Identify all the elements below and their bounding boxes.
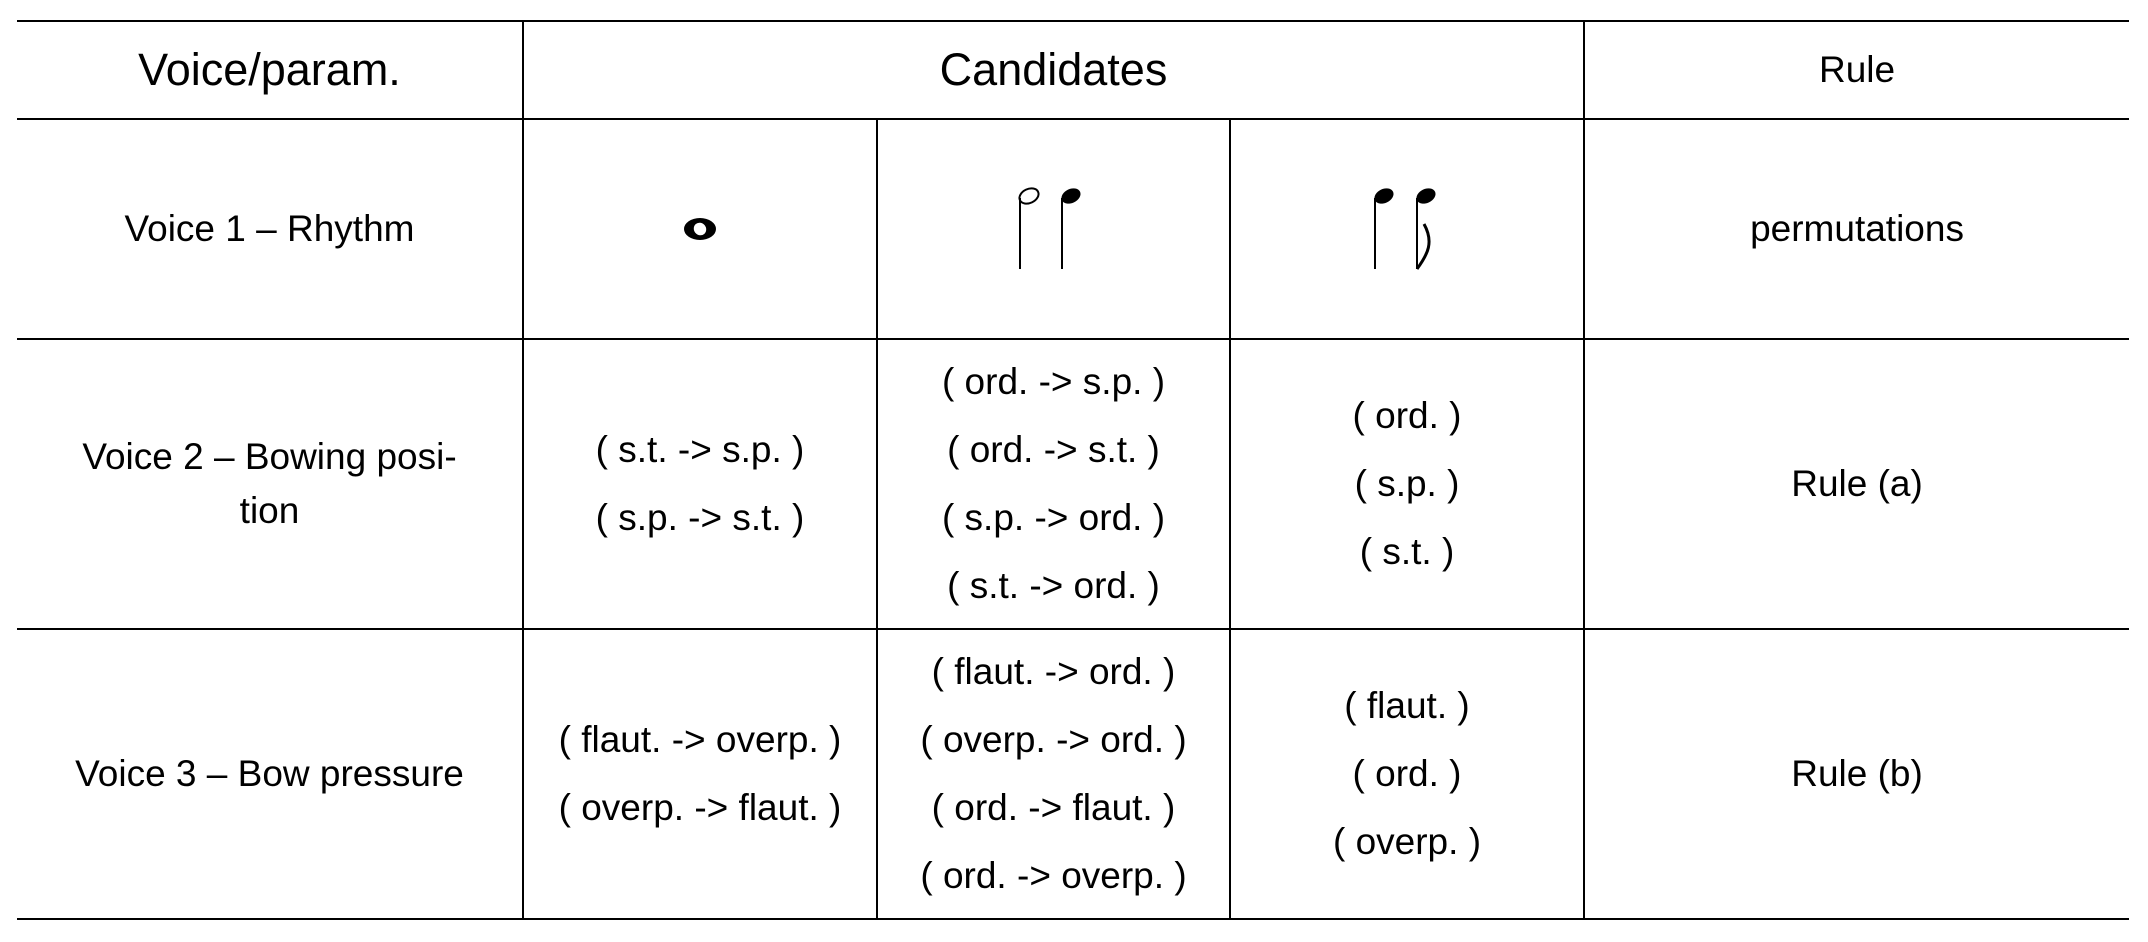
candidate-option: ( overp. -> flaut. ) — [558, 787, 842, 828]
rule-cell: Rule (a) — [1583, 338, 2130, 630]
table-row: Voice 1 – Rhythm permutat — [17, 118, 2130, 340]
candidate-option: ( ord. -> s.p. ) — [941, 361, 1166, 402]
row-label: Voice 3 – Bow pressure — [17, 628, 524, 920]
candidate-option: ( flaut. -> overp. ) — [558, 719, 842, 760]
table-row: Voice 3 – Bow pressure ( flaut. -> overp… — [17, 628, 2130, 920]
header-rule: Rule — [1583, 20, 2130, 120]
candidate-option: ( ord. -> flaut. ) — [931, 787, 1176, 828]
candidate-option: ( s.p. ) — [1354, 463, 1460, 504]
whole-note-icon — [522, 118, 878, 340]
candidate-option: ( ord. -> overp. ) — [920, 855, 1187, 896]
quarter-eighth-notes-icon — [1228, 118, 1586, 340]
candidate-cell: ( s.t. -> s.p. ) ( s.p. -> s.t. ) — [522, 338, 878, 630]
row-label: Voice 2 – Bowing posi- tion — [17, 338, 524, 630]
rule-cell: permutations — [1583, 118, 2130, 340]
candidate-option: ( s.p. -> s.t. ) — [595, 497, 805, 538]
candidate-option: ( ord. -> s.t. ) — [947, 429, 1160, 470]
candidate-option: ( s.t. -> s.p. ) — [595, 429, 805, 470]
candidate-option: ( s.p. -> ord. ) — [941, 497, 1166, 538]
header-candidates: Candidates — [521, 20, 1586, 120]
candidate-option: ( flaut. -> ord. ) — [931, 651, 1176, 692]
candidate-cell: ( ord. ) ( s.p. ) ( s.t. ) — [1228, 338, 1586, 630]
candidates-table: Voice/param. Candidates Rule Voice 1 – R… — [17, 20, 2130, 920]
header-voice-param: Voice/param. — [17, 20, 524, 120]
header-row: Voice/param. Candidates Rule — [17, 20, 2130, 120]
row-label: Voice 1 – Rhythm — [17, 118, 524, 340]
candidate-option: ( s.t. ) — [1359, 531, 1455, 572]
candidate-cell: ( flaut. -> overp. ) ( overp. -> flaut. … — [522, 628, 878, 920]
candidate-cell: ( flaut. -> ord. ) ( overp. -> ord. ) ( … — [876, 628, 1231, 920]
table-row: Voice 2 – Bowing posi- tion ( s.t. -> s.… — [17, 338, 2130, 630]
candidate-cell: ( flaut. ) ( ord. ) ( overp. ) — [1228, 628, 1586, 920]
rule-cell: Rule (b) — [1583, 628, 2130, 920]
candidate-cell: ( ord. -> s.p. ) ( ord. -> s.t. ) ( s.p.… — [876, 338, 1231, 630]
candidate-option: ( ord. ) — [1352, 753, 1462, 794]
candidate-option: ( flaut. ) — [1344, 685, 1470, 726]
candidate-option: ( overp. -> ord. ) — [920, 719, 1187, 760]
candidate-option: ( s.t. -> ord. ) — [947, 565, 1160, 606]
half-quarter-notes-icon — [876, 118, 1231, 340]
candidate-option: ( overp. ) — [1332, 821, 1482, 862]
candidate-option: ( ord. ) — [1352, 395, 1462, 436]
